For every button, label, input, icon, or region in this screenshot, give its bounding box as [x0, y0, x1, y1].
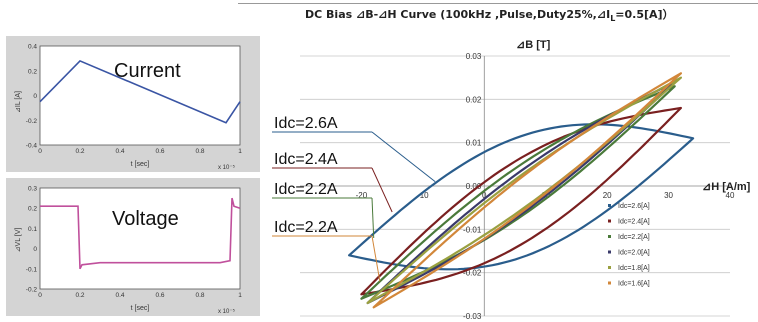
x-tick-label: 0.4	[115, 292, 124, 299]
legend-marker	[608, 250, 611, 254]
y-tick-label: -0.2	[26, 118, 38, 125]
x-tick-label: 0.2	[75, 148, 84, 155]
y-tick-label: -0.2	[26, 287, 38, 294]
chart-title: Voltage	[112, 208, 179, 230]
legend-marker	[608, 266, 611, 269]
x-tick-label: 30	[664, 191, 673, 200]
x-tick-label: 0	[38, 292, 42, 299]
series-line	[39, 59, 241, 124]
x-tick-label: -20	[356, 191, 368, 200]
x-tick-label: 0.2	[75, 292, 84, 299]
x-axis-label: ⊿H [A/m]	[702, 181, 751, 193]
current-panel: 0.4 0.2 0 -0.2 -0.4 0 0.2 0.4 0.6 0.8 1 Current ⊿I…	[6, 36, 260, 172]
x-exponent: x 10⁻⁵	[218, 164, 236, 171]
annotation-label: Idc=2.2A	[274, 219, 338, 236]
annotation-label: Idc=2.4A	[274, 151, 338, 168]
x-axis-label: t [sec]	[131, 161, 150, 168]
y-tick-label: 0.3	[28, 186, 37, 193]
title-divider	[238, 0, 758, 4]
plot-area	[39, 187, 241, 290]
y-tick-label: -0.1	[26, 266, 38, 273]
y-tick-label: 0.4	[28, 44, 37, 51]
y-tick-label: 0.2	[28, 206, 37, 213]
x-tick-label: 0.4	[115, 148, 124, 155]
y-tick-label: 0.2	[28, 68, 37, 75]
y-tick-label: 0	[33, 246, 37, 253]
y-tick-label: 0.1	[28, 226, 37, 233]
legend-label: Idc=1.8[A]	[618, 265, 650, 272]
current-plot: 0.40.20-0.2-0.40 0.2 0.4 0.6 0.8 1 Current ⊿I…	[15, 44, 242, 172]
annotation-leader	[371, 235, 381, 282]
y-tick-label: -0.02	[463, 269, 482, 278]
series-line	[40, 197, 241, 270]
legend-label: Idc=2.0[A]	[618, 250, 650, 257]
y-axis-label: ⊿VL [V]	[15, 228, 22, 253]
y-tick-label: 0.00	[466, 182, 482, 191]
y-tick-label: 0.01	[466, 139, 482, 148]
annotation-label: Idc=2.6A	[274, 115, 338, 132]
annotation-leader	[371, 131, 436, 183]
x-tick-label: 20	[603, 191, 612, 200]
legend-label: Idc=1.6[A]	[618, 281, 650, 288]
annotation-label: Idc=2.2A	[274, 181, 338, 198]
annotation-leader	[371, 197, 375, 239]
bh-curve-chart: 0.030.020.010.00-0.01-0.02-0.03-20 -10 0 10…	[272, 39, 751, 321]
y-tick-label: 0.03	[466, 52, 482, 61]
voltage-plot: 0.30.20.10-0.1-0.20 0.2 0.4 0.6 0.8 1 Voltage…	[15, 186, 242, 316]
x-axis-label: t [sec]	[131, 305, 150, 312]
legend-marker	[608, 235, 611, 238]
plot-area	[39, 45, 241, 146]
bh-loop	[360, 106, 682, 296]
chart-title: Current	[114, 60, 181, 82]
x-tick-label: 0.8	[195, 292, 204, 299]
legend-label: Idc=2.4[A]	[618, 219, 650, 226]
bh-loop	[347, 123, 695, 271]
legend-marker	[608, 219, 611, 223]
x-tick-label: -10	[417, 191, 429, 200]
x-tick-label: 0.6	[155, 292, 164, 299]
y-axis-label: ⊿B [T]	[516, 39, 551, 51]
bh-loop	[366, 76, 682, 305]
y-axis-label: ⊿IL [A]	[15, 91, 22, 113]
legend-label: Idc=2.2[A]	[618, 234, 650, 241]
y-tick-label: 0	[33, 93, 37, 100]
y-tick-label: -0.03	[463, 312, 482, 321]
legend-marker	[608, 204, 611, 207]
x-tick-label: 1	[238, 148, 242, 155]
x-tick-label: 0.8	[195, 148, 204, 155]
x-exponent: x 10⁻⁵	[218, 308, 236, 315]
bh-loop	[372, 72, 682, 309]
y-tick-label: 0.02	[466, 95, 482, 104]
page-title: DC Bias ⊿B-⊿H Curve (100kHz ,Pulse,Duty2…	[305, 8, 674, 24]
x-tick-label: 0.6	[155, 148, 164, 155]
x-tick-label: 1	[238, 292, 242, 299]
y-tick-label: -0.4	[26, 143, 38, 150]
y-tick-label: -0.01	[463, 225, 482, 234]
x-tick-label: 40	[726, 191, 735, 200]
x-tick-label: 0	[482, 191, 487, 200]
legend-marker	[608, 281, 611, 285]
x-tick-label: 0	[38, 148, 42, 155]
annotation-leader	[371, 167, 393, 213]
voltage-panel: 0.3 0.2 0.1 0 -0.1 -0.2 0 0.2 0.4 0.6 0.8 1 Voltage…	[6, 178, 260, 316]
legend-label: Idc=2.6[A]	[618, 203, 650, 210]
